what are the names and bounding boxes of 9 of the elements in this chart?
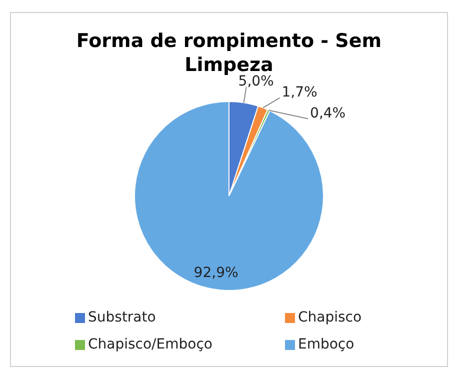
legend-label: Chapisco/Emboço: [88, 336, 212, 353]
data-label: 1,7%: [282, 84, 318, 100]
legend-label: Substrato: [88, 310, 156, 326]
legend-label: Emboço: [298, 336, 354, 353]
data-label: 5,0%: [238, 74, 274, 90]
chart-title: Forma de rompimento - Sem Limpeza: [75, 29, 383, 76]
data-label: 0,4%: [310, 105, 346, 122]
data-label: 92,9%: [194, 264, 238, 281]
legend-label: Chapisco: [298, 310, 362, 326]
